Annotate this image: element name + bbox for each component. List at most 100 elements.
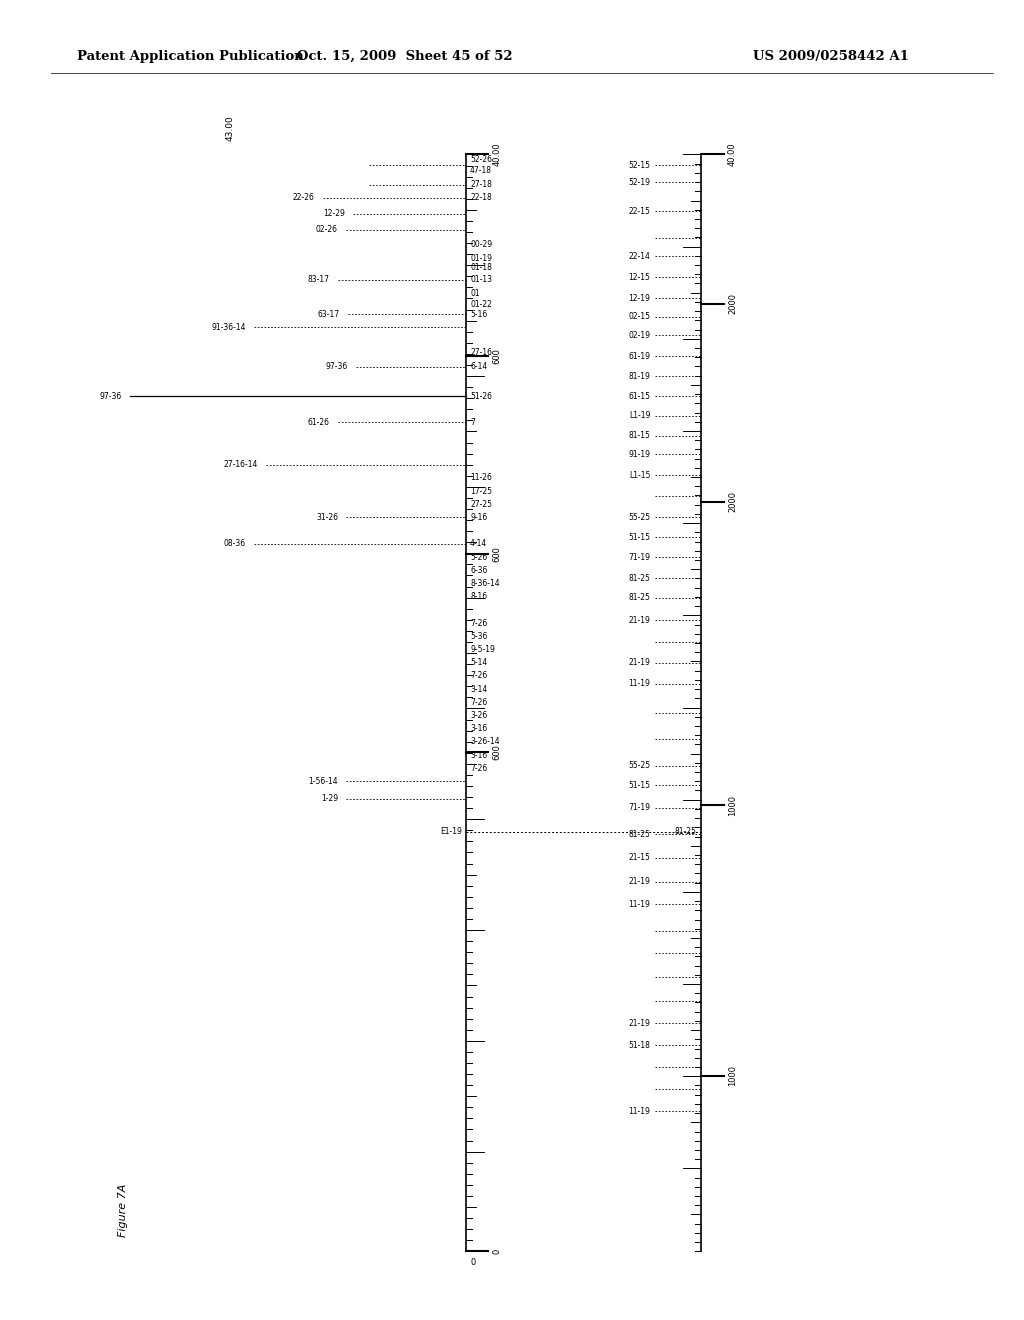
Text: 61-19: 61-19 (629, 352, 650, 360)
Text: 61-15: 61-15 (629, 392, 650, 400)
Text: 01-19: 01-19 (470, 255, 492, 263)
Text: 91-36-14: 91-36-14 (211, 323, 246, 331)
Text: 40.00: 40.00 (728, 143, 737, 166)
Text: 3-16: 3-16 (470, 725, 487, 733)
Text: US 2009/0258442 A1: US 2009/0258442 A1 (753, 50, 908, 63)
Text: 6-36: 6-36 (470, 566, 487, 574)
Text: 11-19: 11-19 (629, 680, 650, 688)
Text: 12-19: 12-19 (629, 294, 650, 302)
Text: 9-16: 9-16 (470, 513, 487, 521)
Text: 81-15: 81-15 (629, 432, 650, 440)
Text: 71-19: 71-19 (629, 553, 650, 561)
Text: 22-14: 22-14 (629, 252, 650, 260)
Text: 52-19: 52-19 (629, 178, 650, 186)
Text: Patent Application Publication: Patent Application Publication (77, 50, 303, 63)
Text: 83-17: 83-17 (308, 276, 330, 284)
Text: 27-16: 27-16 (470, 348, 492, 356)
Text: 11-26: 11-26 (470, 474, 492, 482)
Text: 51-15: 51-15 (629, 781, 650, 789)
Text: 2000: 2000 (728, 491, 737, 512)
Text: 81-25: 81-25 (629, 830, 650, 838)
Text: 9-5-19: 9-5-19 (470, 645, 495, 653)
Text: 52-26
47-18: 52-26 47-18 (470, 156, 492, 174)
Text: 22-26: 22-26 (293, 194, 314, 202)
Text: 97-36: 97-36 (99, 392, 122, 400)
Text: 7-26: 7-26 (470, 764, 487, 772)
Text: 1-56-14: 1-56-14 (308, 777, 338, 785)
Text: 7-26: 7-26 (470, 619, 487, 627)
Text: 71-19: 71-19 (629, 804, 650, 812)
Text: 7-26: 7-26 (470, 698, 487, 706)
Text: 21-19: 21-19 (629, 616, 650, 624)
Text: 01: 01 (470, 289, 479, 297)
Text: 01-22: 01-22 (470, 301, 492, 309)
Text: 02-15: 02-15 (629, 313, 650, 321)
Text: 1-29: 1-29 (321, 795, 338, 803)
Text: 4-14: 4-14 (470, 540, 487, 548)
Text: 01-18: 01-18 (470, 264, 492, 272)
Text: 3-26: 3-26 (470, 711, 487, 719)
Text: 55-25: 55-25 (628, 513, 650, 521)
Text: 600: 600 (493, 546, 502, 562)
Text: 97-36: 97-36 (326, 363, 348, 371)
Text: 22-15: 22-15 (629, 207, 650, 215)
Text: 12-15: 12-15 (629, 273, 650, 281)
Text: 52-15: 52-15 (629, 161, 650, 169)
Text: L1-19: L1-19 (629, 412, 650, 420)
Text: 40.00: 40.00 (493, 143, 502, 166)
Text: 21-19: 21-19 (629, 659, 650, 667)
Text: 81-25: 81-25 (629, 594, 650, 602)
Text: 21-19: 21-19 (629, 878, 650, 886)
Text: 00-29: 00-29 (470, 240, 493, 248)
Text: 1000: 1000 (728, 795, 737, 816)
Text: 51-15: 51-15 (629, 533, 650, 541)
Text: 5-14: 5-14 (470, 659, 487, 667)
Text: 91-19: 91-19 (629, 450, 650, 458)
Text: 11-19: 11-19 (629, 900, 650, 908)
Text: 51-26: 51-26 (470, 392, 492, 400)
Text: 02-19: 02-19 (629, 331, 650, 339)
Text: 6-14: 6-14 (470, 363, 487, 371)
Text: 81-19: 81-19 (629, 372, 650, 380)
Text: 22-18: 22-18 (470, 194, 492, 202)
Text: 81-25: 81-25 (629, 574, 650, 582)
Text: 02-26: 02-26 (316, 226, 338, 234)
Text: 51-18: 51-18 (629, 1041, 650, 1049)
Text: 21-19: 21-19 (629, 1019, 650, 1027)
Text: 17-25: 17-25 (470, 487, 492, 495)
Text: 11-19: 11-19 (629, 1107, 650, 1115)
Text: 600: 600 (493, 744, 502, 760)
Text: 3-14: 3-14 (470, 685, 487, 693)
Text: 27-16-14: 27-16-14 (223, 461, 258, 469)
Text: 2000: 2000 (728, 293, 737, 314)
Text: 5-36: 5-36 (470, 632, 487, 640)
Text: 27-18: 27-18 (470, 181, 492, 189)
Text: E1-19: E1-19 (440, 828, 462, 836)
Text: 21-15: 21-15 (629, 854, 650, 862)
Text: 3-26-14: 3-26-14 (470, 738, 500, 746)
Text: 1000: 1000 (728, 1065, 737, 1086)
Text: 7: 7 (470, 418, 475, 426)
Text: Figure 7A: Figure 7A (118, 1184, 128, 1237)
Text: 5-26: 5-26 (470, 553, 487, 561)
Text: 08-36: 08-36 (223, 540, 246, 548)
Text: 0: 0 (493, 1249, 502, 1254)
Text: 3-16: 3-16 (470, 751, 487, 759)
Text: 8-36-14: 8-36-14 (470, 579, 500, 587)
Text: 31-26: 31-26 (316, 513, 338, 521)
Text: 8-16: 8-16 (470, 593, 487, 601)
Text: 27-25: 27-25 (470, 500, 492, 508)
Text: 7-26: 7-26 (470, 672, 487, 680)
Text: 55-25: 55-25 (628, 762, 650, 770)
Text: 81-25: 81-25 (675, 828, 696, 836)
Text: 12-29: 12-29 (324, 210, 345, 218)
Text: 0: 0 (470, 1258, 475, 1267)
Text: 01-13: 01-13 (470, 276, 492, 284)
Text: 600: 600 (493, 348, 502, 364)
Text: 5-16: 5-16 (470, 310, 487, 318)
Text: 43.00: 43.00 (226, 115, 234, 141)
Text: L1-15: L1-15 (629, 471, 650, 479)
Text: Oct. 15, 2009  Sheet 45 of 52: Oct. 15, 2009 Sheet 45 of 52 (297, 50, 512, 63)
Text: 63-17: 63-17 (317, 310, 340, 318)
Text: 61-26: 61-26 (308, 418, 330, 426)
